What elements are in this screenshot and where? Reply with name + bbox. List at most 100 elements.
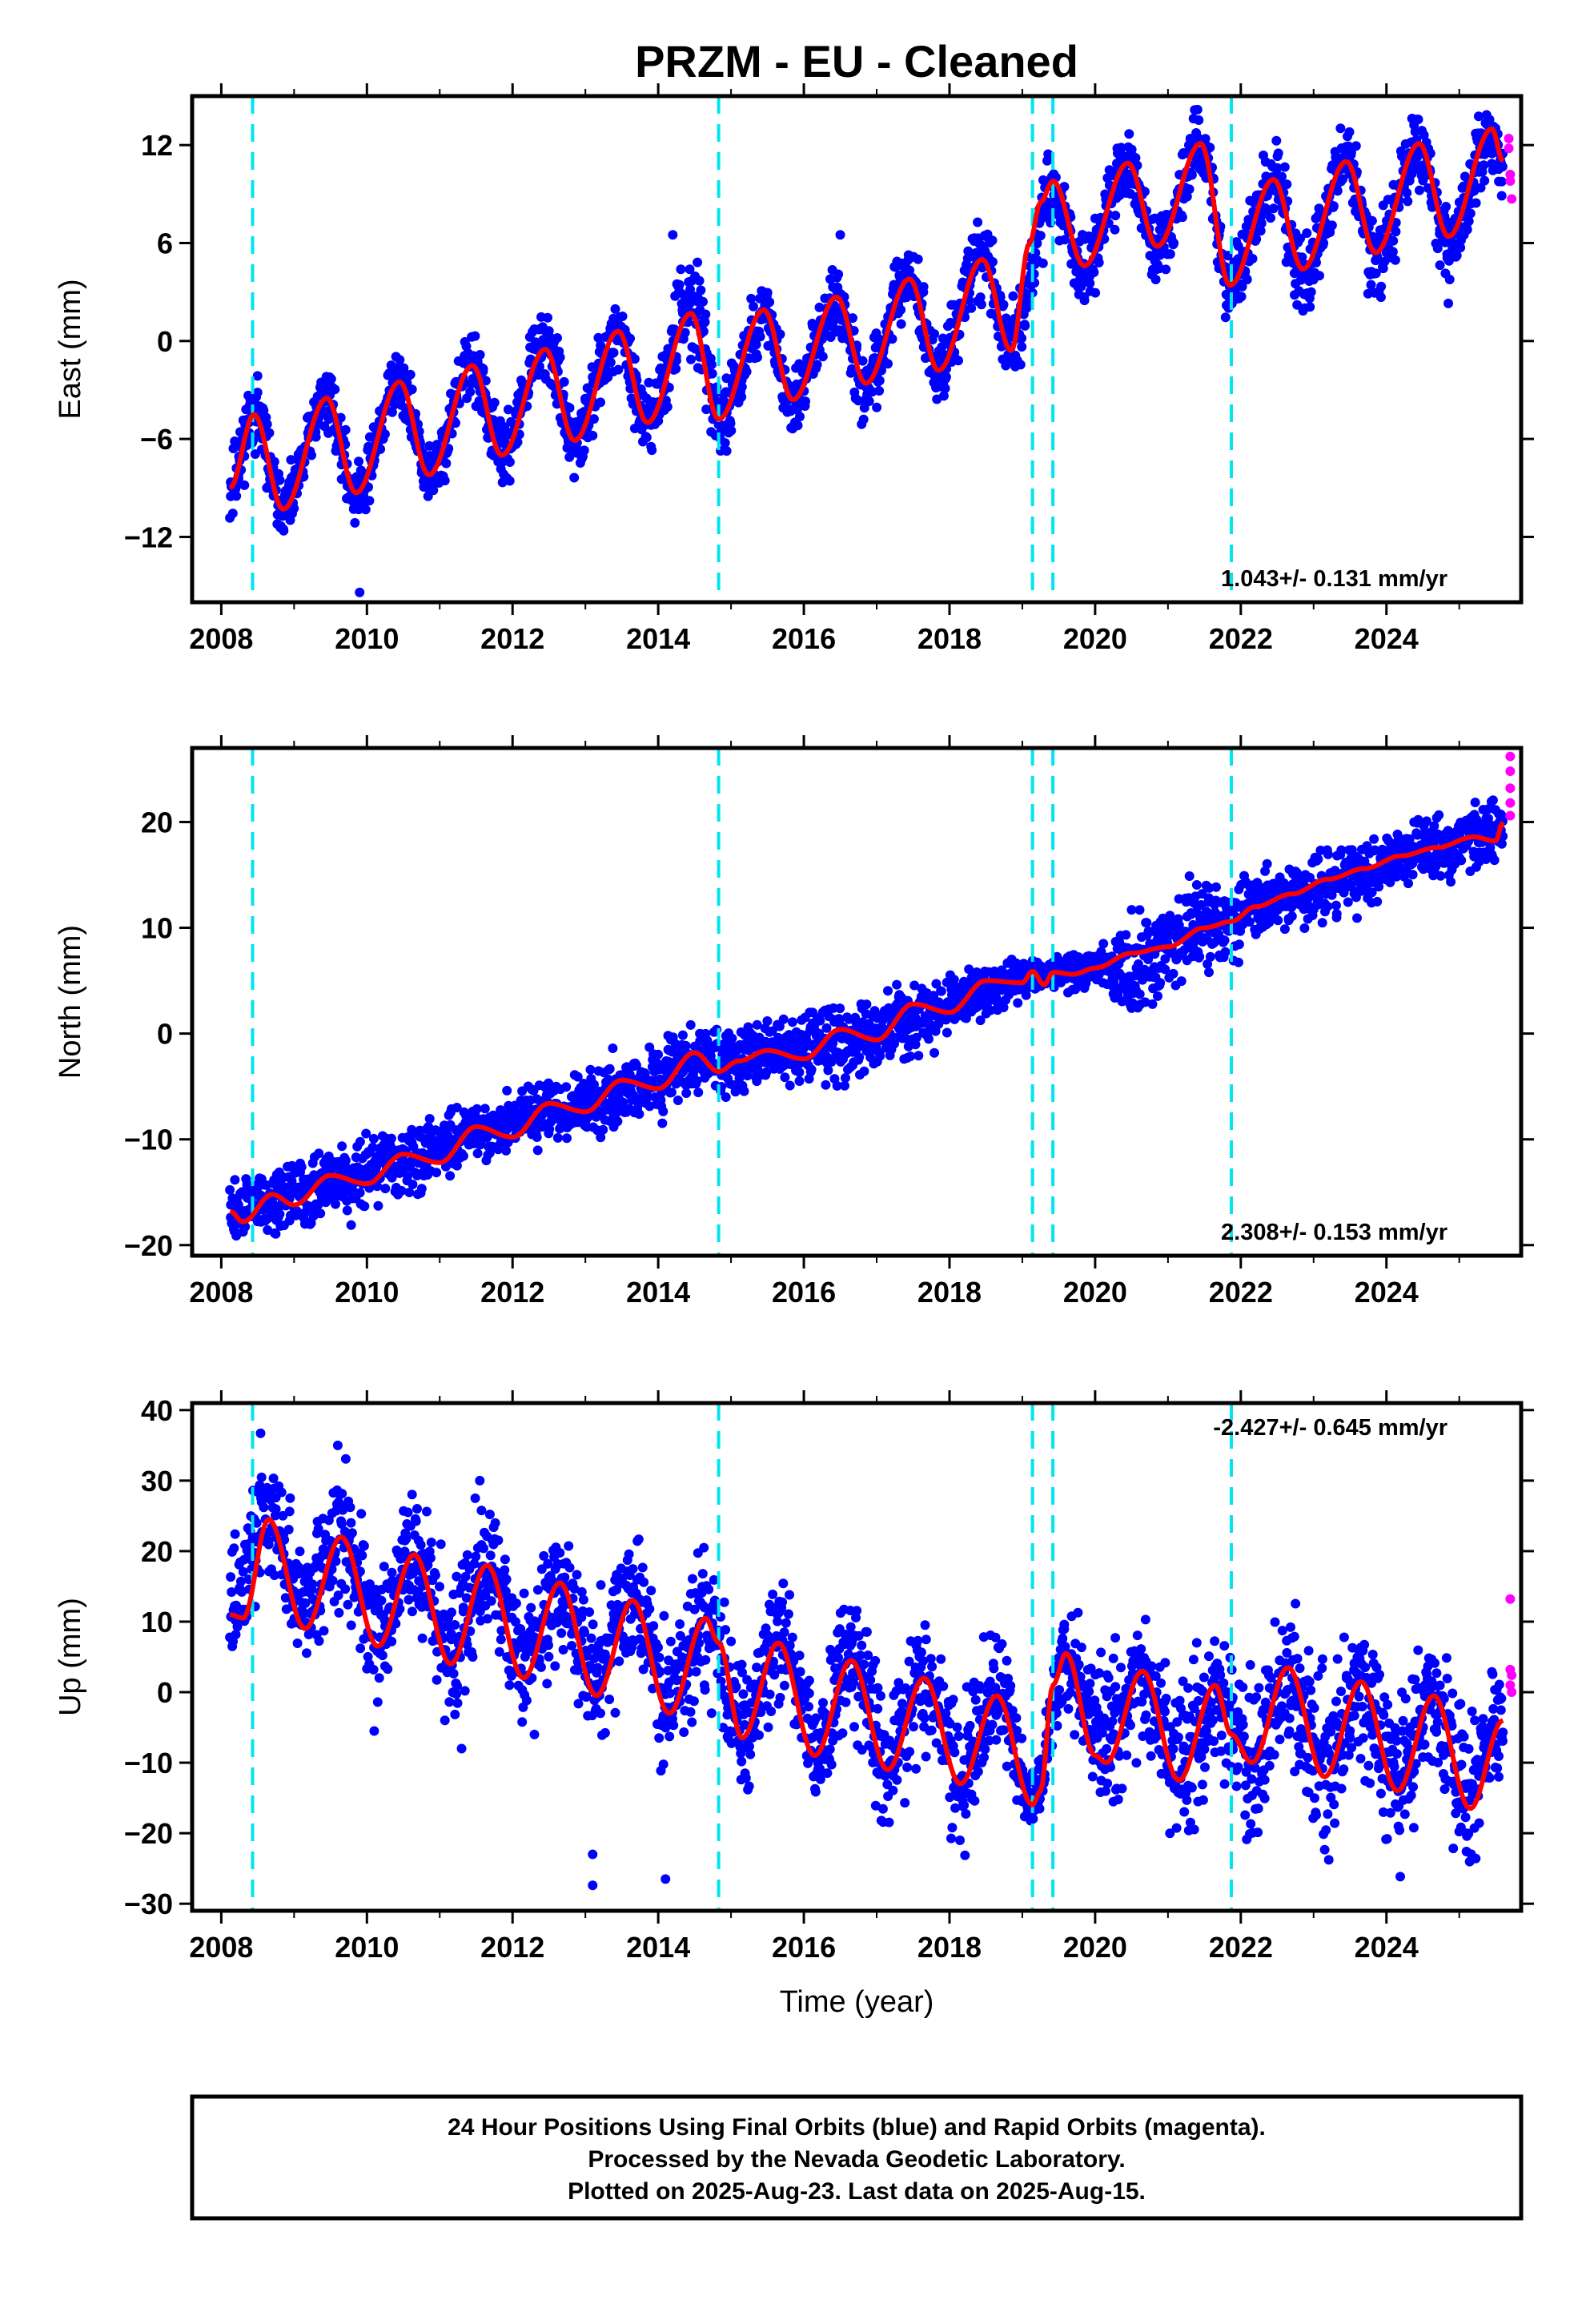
final-orbit-point <box>1191 880 1202 890</box>
final-orbit-point <box>685 1019 696 1030</box>
final-orbit-point <box>801 396 810 407</box>
final-orbit-point <box>1184 184 1195 195</box>
final-orbit-point <box>1390 255 1400 265</box>
final-orbit-point <box>1200 134 1211 144</box>
final-orbit-point <box>685 284 695 295</box>
final-orbit-point <box>228 444 239 453</box>
final-orbit-point <box>1032 238 1042 248</box>
final-orbit-point <box>643 1092 653 1102</box>
final-orbit-point <box>408 1180 418 1189</box>
final-orbit-point <box>1020 320 1030 331</box>
final-orbit-point <box>432 1168 442 1178</box>
final-orbit-point <box>1351 141 1361 151</box>
final-orbit-point <box>1153 991 1162 1001</box>
final-orbit-point <box>954 356 963 366</box>
final-orbit-point <box>359 1201 370 1212</box>
final-orbit-point <box>470 331 480 341</box>
final-orbit-point <box>562 1133 572 1144</box>
final-orbit-point <box>795 412 805 422</box>
final-orbit-point <box>500 422 509 432</box>
final-orbit-point <box>931 979 942 989</box>
final-orbit-point <box>1328 201 1339 211</box>
final-orbit-point <box>1471 198 1481 208</box>
final-orbit-point <box>387 1172 397 1183</box>
final-orbit-point <box>452 1103 462 1112</box>
final-orbit-point <box>721 373 732 384</box>
final-orbit-point <box>787 1017 797 1027</box>
final-orbit-point <box>404 1188 415 1197</box>
final-orbit-point <box>1192 104 1203 115</box>
final-orbit-point <box>833 269 844 279</box>
final-orbit-point <box>387 407 397 417</box>
final-orbit-point <box>1155 978 1166 988</box>
final-orbit-point <box>752 1019 762 1030</box>
final-orbit-point <box>847 364 857 374</box>
rapid-orbit-point <box>1507 194 1517 204</box>
final-orbit-point <box>1134 905 1145 915</box>
final-orbit-point <box>1366 279 1376 290</box>
final-orbit-point <box>593 332 604 343</box>
final-orbit-point <box>995 292 1006 302</box>
final-orbit-point <box>1497 162 1508 172</box>
final-orbit-point <box>707 368 717 379</box>
final-orbit-point <box>472 1148 483 1159</box>
final-orbit-point <box>741 367 752 377</box>
final-orbit-point <box>930 1047 939 1058</box>
final-orbit-point <box>767 1026 777 1036</box>
final-orbit-point <box>997 965 1007 975</box>
final-orbit-point <box>1479 160 1489 171</box>
final-orbit-point <box>1234 939 1244 950</box>
final-orbit-point <box>361 1128 371 1139</box>
final-orbit-point <box>1089 267 1099 277</box>
final-orbit-point <box>1287 911 1297 922</box>
final-orbit-point <box>451 418 460 428</box>
final-orbit-point <box>692 1076 702 1086</box>
final-orbit-point <box>1323 901 1333 911</box>
final-orbit-point <box>975 292 986 303</box>
final-orbit-point <box>1130 153 1141 163</box>
final-orbit-point <box>1367 215 1377 226</box>
final-orbit-point <box>1251 234 1262 244</box>
final-orbit-point <box>721 446 732 456</box>
final-orbit-point <box>725 418 736 428</box>
final-orbit-point <box>269 456 279 467</box>
final-orbit-point <box>1315 271 1324 281</box>
final-orbit-point <box>1142 918 1152 928</box>
final-orbit-point <box>552 333 562 343</box>
final-orbit-point <box>727 1033 737 1043</box>
y-tick-label: 12 <box>141 129 173 162</box>
final-orbit-point <box>589 1080 599 1090</box>
final-orbit-point <box>360 505 371 515</box>
final-orbit-point <box>314 1148 324 1159</box>
final-orbit-point <box>1332 186 1343 196</box>
final-orbit-point <box>746 293 757 304</box>
final-orbit-point <box>737 382 747 392</box>
final-orbit-point <box>1465 208 1476 219</box>
final-orbit-point <box>892 979 902 990</box>
x-tick-label: 2008 <box>189 622 253 655</box>
final-orbit-point <box>765 297 775 308</box>
final-orbit-point <box>408 1141 419 1152</box>
rapid-orbit-point <box>1504 134 1514 144</box>
north-panel: 2008 2010 2012 2014 2016 2018 2020 2022 2024−20−… <box>54 735 1534 1309</box>
final-orbit-point <box>346 1220 356 1230</box>
final-orbit-point <box>1194 133 1203 143</box>
final-orbit-point <box>987 257 998 267</box>
final-orbit-point <box>924 1034 934 1044</box>
final-orbit-point <box>987 235 998 246</box>
final-orbit-point <box>963 246 974 256</box>
final-orbit-point <box>279 525 289 536</box>
final-orbit-point <box>1008 291 1018 301</box>
final-orbit-point <box>1476 183 1486 193</box>
final-orbit-point <box>372 1181 383 1192</box>
final-orbit-point <box>264 428 275 438</box>
y-tick-label: 6 <box>157 227 173 259</box>
final-orbit-point <box>367 1142 378 1152</box>
final-orbit-point <box>685 264 695 275</box>
final-orbit-point <box>1311 257 1321 267</box>
final-orbit-point <box>734 1073 745 1084</box>
final-orbit-point <box>275 475 285 485</box>
final-orbit-point <box>1352 913 1362 923</box>
final-orbit-point <box>350 517 360 528</box>
final-orbit-point <box>1236 292 1247 302</box>
